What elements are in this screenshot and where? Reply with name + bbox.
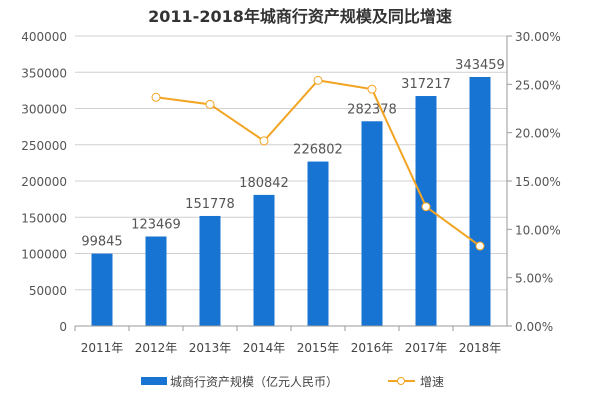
growth-point: [421, 202, 431, 212]
legend-bar-swatch: [141, 377, 167, 385]
left-axis-tick-label: 300000: [21, 103, 67, 117]
bar: [253, 194, 275, 326]
growth-point: [151, 92, 161, 102]
right-axis-tick-label: 20.00%: [515, 127, 561, 141]
bar-data-label: 343459: [455, 58, 505, 73]
chart-title: 2011-2018年城商行资产规模及同比增速: [148, 7, 452, 26]
bar-data-label: 151778: [185, 197, 235, 212]
left-axis-tick-label: 150000: [21, 211, 67, 225]
right-axis-tick-label: 30.00%: [515, 30, 561, 44]
growth-point: [313, 75, 323, 85]
bar-data-label: 317217: [401, 77, 451, 92]
bar-data-label: 180842: [239, 176, 289, 191]
bar: [91, 253, 113, 326]
bar: [145, 236, 167, 326]
left-axis-tick-label: 0: [59, 320, 67, 334]
right-axis-tick-label: 0.00%: [515, 320, 553, 334]
x-axis-tick-label: 2017年: [405, 341, 448, 355]
bar-data-label: 99845: [81, 235, 122, 250]
x-axis-tick-label: 2013年: [189, 341, 232, 355]
bar: [307, 161, 329, 326]
right-axis-tick-label: 25.00%: [515, 78, 561, 92]
legend-bar-label: 城商行资产规模（亿元人民币）: [170, 374, 338, 389]
left-axis-tick-label: 50000: [29, 284, 67, 298]
legend-line-label: 增速: [420, 375, 444, 389]
left-axis-tick-label: 350000: [21, 66, 67, 80]
left-axis-tick-label: 100000: [21, 248, 67, 262]
right-axis-tick-label: 5.00%: [515, 272, 553, 286]
x-axis-tick-label: 2018年: [459, 341, 502, 355]
x-axis-tick-label: 2016年: [351, 341, 394, 355]
bar-data-label: 282378: [347, 102, 397, 117]
bar: [469, 76, 491, 327]
right-axis-tick-label: 10.00%: [515, 223, 561, 237]
bar-data-label: 123469: [131, 217, 181, 232]
bar: [199, 215, 221, 326]
growth-point: [367, 84, 377, 94]
growth-point: [205, 99, 215, 109]
growth-point: [259, 136, 269, 146]
x-axis-tick-label: 2012年: [135, 341, 178, 355]
left-axis-tick-label: 250000: [21, 139, 67, 153]
left-axis-tick-label: 200000: [21, 175, 67, 189]
bar: [361, 121, 383, 327]
legend: 城商行资产规模（亿元人民币） 增速: [141, 374, 444, 389]
x-axis-tick-label: 2014年: [243, 341, 286, 355]
legend-line-marker: [397, 377, 405, 385]
bar-data-label: 226802: [293, 143, 343, 158]
growth-point: [475, 241, 485, 251]
left-axis-tick-label: 400000: [21, 30, 67, 44]
x-axis-tick-label: 2015年: [297, 341, 340, 355]
x-axis-tick-label: 2011年: [81, 341, 124, 355]
right-axis-tick-label: 15.00%: [515, 175, 561, 189]
